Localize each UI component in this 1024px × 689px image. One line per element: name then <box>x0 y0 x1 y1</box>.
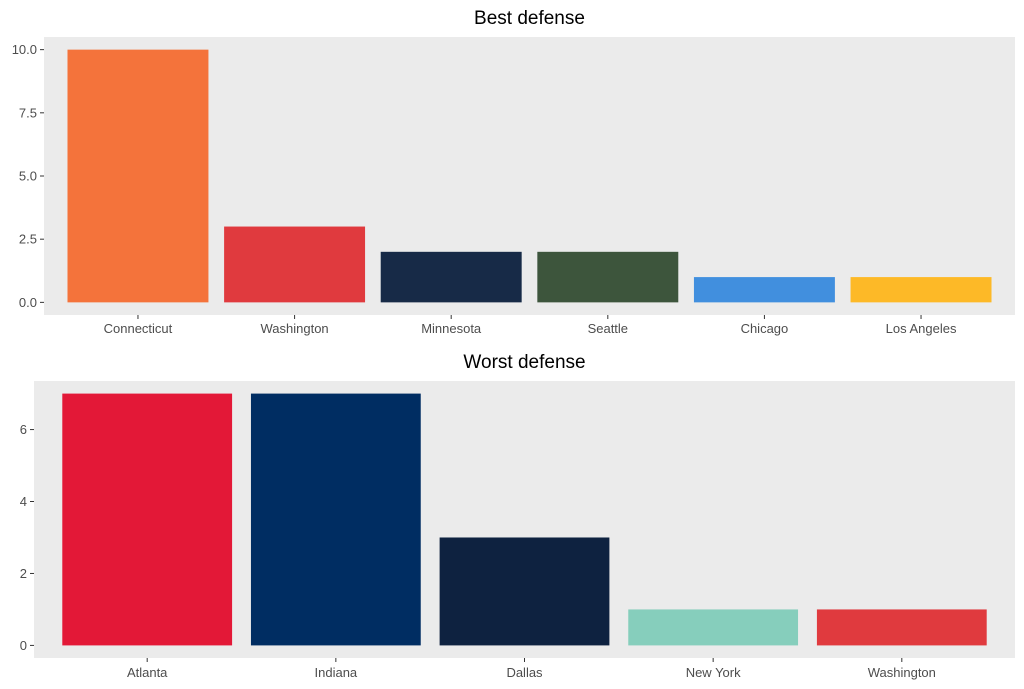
y-tick-label: 4 <box>20 494 27 509</box>
chart-title: Best defense <box>474 8 585 29</box>
bar-dallas <box>439 537 610 646</box>
x-tick-label: Minnesota <box>421 321 482 336</box>
bar-atlanta <box>62 393 233 646</box>
worst-defense-chart: Worst defense Atlanta Indiana Dallas New Yor… <box>20 352 1015 680</box>
bar-chicago <box>693 277 835 303</box>
y-tick-label: 2.5 <box>19 232 37 247</box>
x-tick-label: New York <box>686 665 741 680</box>
y-tick-label: 2 <box>20 566 27 581</box>
x-tick-label: Washington <box>260 321 328 336</box>
bar-indiana <box>250 393 421 646</box>
bar-seattle <box>537 251 679 303</box>
bar-los-angeles <box>850 277 992 303</box>
chart-title: Worst defense <box>463 352 585 373</box>
y-tick-label: 6 <box>20 422 27 437</box>
x-tick-label: Seattle <box>588 321 628 336</box>
x-tick-label: Atlanta <box>127 665 168 680</box>
y-tick-label: 0 <box>20 638 27 653</box>
bar-washington <box>816 609 987 646</box>
y-tick-label: 10.0 <box>12 42 37 57</box>
x-tick-label: Los Angeles <box>886 321 957 336</box>
best-defense-chart: Best defense Connecticut Washington Minneso… <box>12 8 1015 336</box>
x-tick-label: Connecticut <box>104 321 173 336</box>
x-tick-label: Washington <box>868 665 936 680</box>
bar-minnesota <box>380 251 522 303</box>
bar-connecticut <box>67 49 209 303</box>
bar-washington <box>224 226 366 303</box>
x-tick-label: Indiana <box>315 665 358 680</box>
y-tick-label: 0.0 <box>19 295 37 310</box>
y-tick-label: 5.0 <box>19 169 37 184</box>
y-tick-label: 7.5 <box>19 105 37 120</box>
x-tick-label: Chicago <box>741 321 789 336</box>
bar-new-york <box>628 609 799 646</box>
x-tick-label: Dallas <box>506 665 543 680</box>
